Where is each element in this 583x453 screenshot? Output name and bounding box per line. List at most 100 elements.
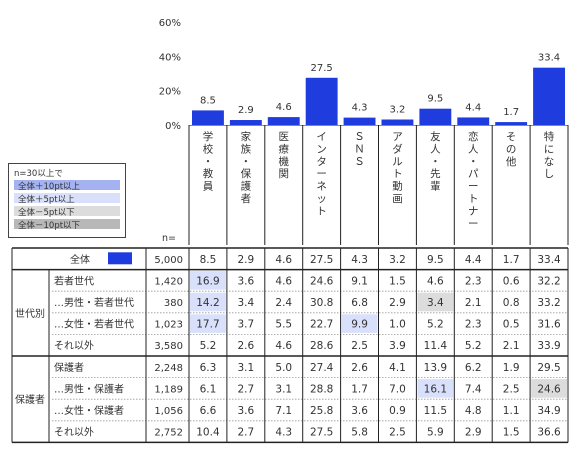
table-cell-value: 24.6 — [537, 383, 561, 395]
table-cell-value: 1.5 — [389, 275, 406, 287]
legend-swatch-plus5 — [14, 193, 120, 203]
table-cell-value: 2.9 — [465, 427, 482, 439]
y-tick-label: 0% — [165, 121, 181, 132]
y-tick-label: 40% — [159, 52, 181, 63]
row-label: それ以外 — [54, 427, 94, 439]
table-cell-value: 17.7 — [196, 319, 219, 331]
row-label: …女性・保護者 — [54, 404, 124, 417]
table-cell-value: 2.9 — [389, 297, 406, 309]
total-row-swatch — [108, 252, 132, 265]
table-cell-value: 1.7 — [351, 383, 368, 395]
row-label: …男性・若者世代 — [54, 296, 134, 309]
row-label: 保護者 — [54, 361, 84, 374]
row-n-value: 1,420 — [154, 276, 183, 287]
highlight-cell — [190, 292, 226, 312]
category-label: 家族・保護者 — [241, 130, 252, 205]
table-cell-value: 32.2 — [537, 275, 560, 287]
table-cell-value: 9.9 — [351, 319, 368, 331]
table-cell-value: 25.8 — [310, 405, 333, 417]
table-cell-value: 5.2 — [427, 319, 444, 331]
legend-item-minus10: 全体－10pt以下 — [14, 219, 120, 231]
bar — [267, 117, 300, 125]
legend-swatch-plus10 — [14, 180, 120, 190]
table-cell-value: 1.5 — [503, 427, 520, 439]
legend: n=30以上で 全体＋10pt以上 全体＋5pt以上 全体－5pt以下 全体－1… — [8, 163, 126, 238]
table-cell-value: 7.4 — [465, 383, 482, 395]
table-cell-value: 16.1 — [424, 383, 447, 395]
legend-label-plus10: 全体＋10pt以上 — [18, 181, 81, 192]
table-cell-value: 30.8 — [310, 297, 333, 309]
bar — [457, 117, 490, 125]
row-n-value: 2,752 — [154, 428, 183, 439]
table-cell-value: 3.9 — [389, 340, 406, 352]
table-cell-value: 2.5 — [389, 427, 406, 439]
category-label: 医療機関 — [279, 131, 290, 180]
legend-item-plus10: 全体＋10pt以上 — [14, 180, 120, 192]
row-n-value: 5,000 — [154, 255, 183, 266]
table-cell-value: 28.8 — [310, 383, 333, 395]
table-cell-value: 28.6 — [310, 340, 334, 352]
table-cell-value: 33.9 — [537, 340, 560, 352]
table-cell-value: 31.6 — [537, 319, 561, 331]
table-cell-value: 4.3 — [351, 254, 368, 266]
table-cell-value: 4.1 — [389, 362, 406, 374]
category-label: その他 — [506, 131, 517, 168]
table-cell-value: 7.0 — [389, 383, 406, 395]
bar-value-label: 33.4 — [538, 53, 560, 64]
table-cell-value: 6.1 — [200, 383, 217, 395]
table-cell-value: 1.0 — [389, 319, 406, 331]
table-cell-value: 4.3 — [275, 427, 292, 439]
group-label: 世代別 — [15, 308, 45, 320]
table-cell-value: 22.7 — [310, 319, 333, 331]
table-cell-value: 9.1 — [351, 275, 368, 287]
row-label: それ以外 — [54, 340, 94, 352]
table-cell-value: 24.6 — [310, 275, 334, 287]
row-n-value: 1,056 — [154, 406, 183, 417]
table-cell-value: 10.4 — [196, 427, 220, 439]
table-cell-value: 4.6 — [427, 275, 444, 287]
table-cell-value: 5.5 — [275, 319, 292, 331]
table-cell-value: 2.4 — [275, 297, 292, 309]
table-cell-value: 29.5 — [537, 362, 560, 374]
table-cell-value: 0.6 — [503, 275, 520, 287]
table-cell-value: 34.9 — [537, 405, 560, 417]
table-cell-value: 3.6 — [237, 275, 254, 287]
row-n-value: 2,248 — [154, 363, 183, 374]
table-cell-value: 33.2 — [537, 297, 560, 309]
bar — [381, 119, 414, 125]
bar-value-label: 3.2 — [389, 105, 405, 116]
bar — [495, 122, 528, 125]
table-cell-value: 14.2 — [196, 297, 219, 309]
table-cell-value: 2.5 — [503, 383, 520, 395]
table-cell-value: 3.1 — [275, 383, 292, 395]
bar-value-label: 2.9 — [238, 105, 254, 116]
table-cell-value: 2.1 — [465, 297, 482, 309]
row-n-value: 1,023 — [154, 320, 183, 331]
table-cell-value: 33.4 — [537, 254, 561, 266]
table-cell-value: 27.5 — [310, 427, 333, 439]
n-label: n= — [162, 233, 176, 244]
bar — [343, 117, 376, 125]
legend-label-plus5: 全体＋5pt以上 — [18, 194, 75, 205]
table-cell-value: 1.7 — [503, 254, 520, 266]
legend-title: n=30以上で — [14, 169, 63, 179]
table-cell-value: 1.1 — [503, 405, 520, 417]
table-cell-value: 4.4 — [465, 254, 482, 266]
table-cell-value: 2.1 — [503, 340, 520, 352]
bar-value-label: 4.3 — [352, 103, 368, 114]
table-cell-value: 36.6 — [537, 427, 561, 439]
table-cell-value: 13.9 — [424, 362, 447, 374]
table-cell-value: 3.7 — [237, 319, 254, 331]
table-cell-value: 4.8 — [465, 405, 482, 417]
highlight-cell — [341, 314, 378, 333]
table-cell-value: 2.5 — [351, 340, 368, 352]
table-cell-value: 5.2 — [465, 340, 482, 352]
category-label: 学校・教員 — [203, 130, 214, 193]
highlight-cell — [190, 271, 226, 290]
table-cell-value: 3.1 — [237, 362, 254, 374]
table-cell-value: 3.4 — [427, 297, 444, 309]
table-cell-value: 5.9 — [427, 427, 444, 439]
row-n-value: 380 — [164, 298, 183, 309]
table-cell-value: 2.6 — [237, 340, 254, 352]
